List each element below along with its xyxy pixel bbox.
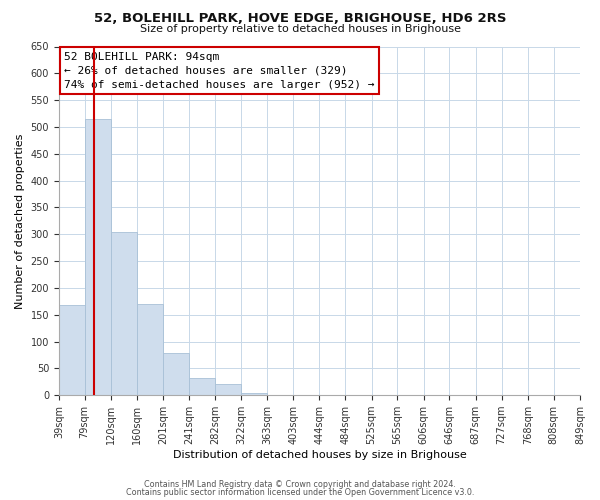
Bar: [85, 120, 111, 395]
X-axis label: Distribution of detached houses by size in Brighouse: Distribution of detached houses by size …: [173, 450, 466, 460]
Bar: [554, 394, 580, 395]
Bar: [241, 392, 268, 395]
Bar: [268, 394, 293, 395]
Bar: [111, 232, 137, 395]
Text: Size of property relative to detached houses in Brighouse: Size of property relative to detached ho…: [139, 24, 461, 34]
Text: 52, BOLEHILL PARK, HOVE EDGE, BRIGHOUSE, HD6 2RS: 52, BOLEHILL PARK, HOVE EDGE, BRIGHOUSE,…: [94, 12, 506, 26]
Bar: [163, 353, 189, 395]
Text: Contains public sector information licensed under the Open Government Licence v3: Contains public sector information licen…: [126, 488, 474, 497]
Bar: [189, 378, 215, 395]
Text: Contains HM Land Registry data © Crown copyright and database right 2024.: Contains HM Land Registry data © Crown c…: [144, 480, 456, 489]
Bar: [59, 305, 85, 395]
Bar: [137, 304, 163, 395]
Bar: [215, 384, 241, 395]
Text: 52 BOLEHILL PARK: 94sqm
← 26% of detached houses are smaller (329)
74% of semi-d: 52 BOLEHILL PARK: 94sqm ← 26% of detache…: [64, 52, 374, 90]
Y-axis label: Number of detached properties: Number of detached properties: [15, 133, 25, 308]
